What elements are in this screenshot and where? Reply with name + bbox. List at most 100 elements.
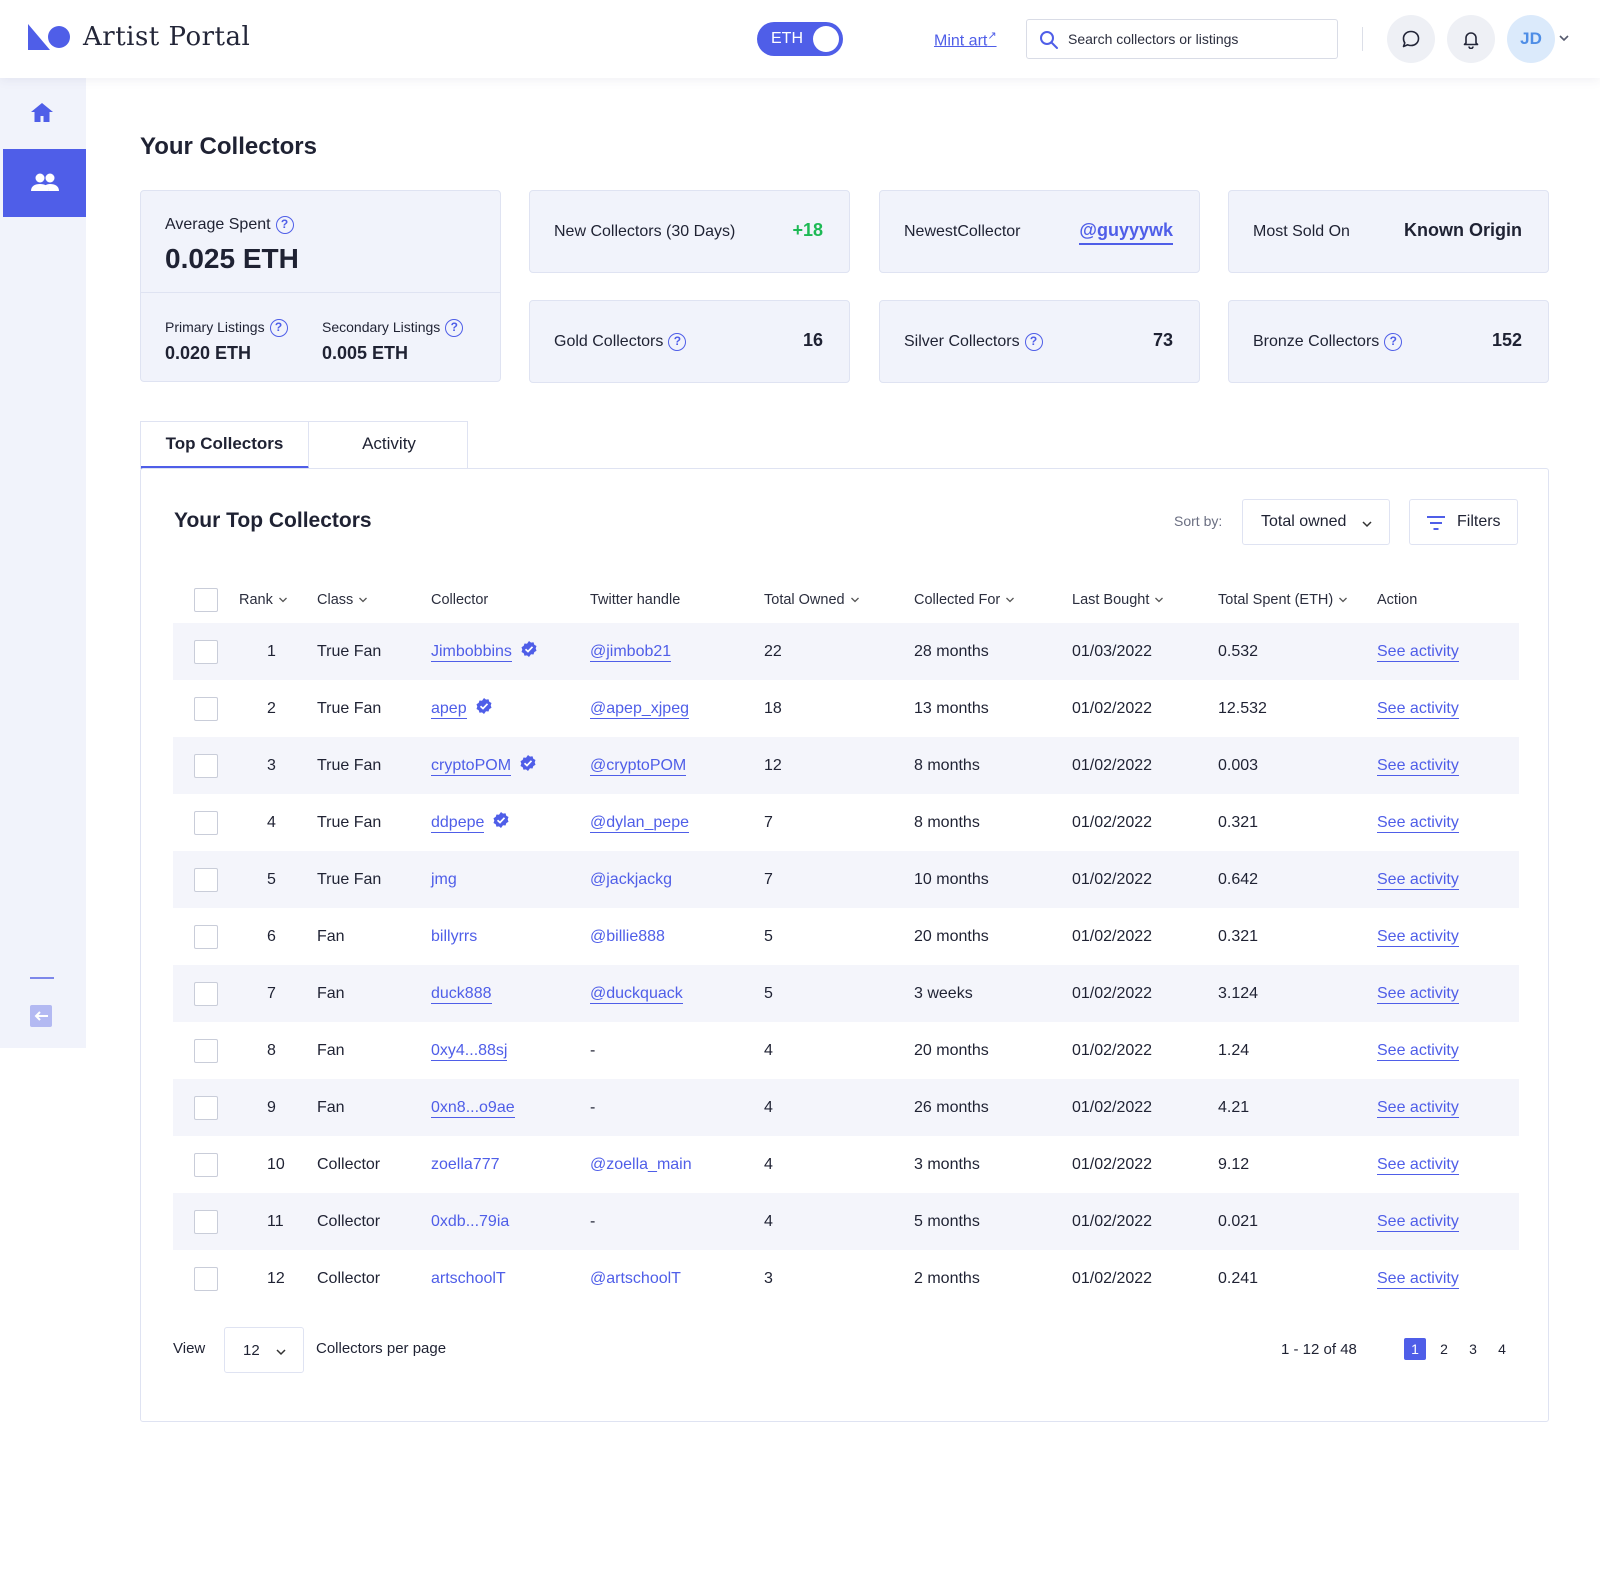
rank-cell: 8 xyxy=(267,1041,276,1059)
help-icon[interactable]: ? xyxy=(1384,333,1403,351)
twitter-handle[interactable]: @artschoolT xyxy=(590,1269,681,1287)
row-checkbox[interactable] xyxy=(194,867,218,892)
help-icon[interactable]: ? xyxy=(668,333,687,351)
user-avatar[interactable]: JD xyxy=(1507,15,1555,63)
see-activity-link[interactable]: See activity xyxy=(1377,984,1459,1004)
sidebar-item-collectors[interactable] xyxy=(3,149,86,217)
total-spent-cell: 3.124 xyxy=(1218,984,1259,1002)
see-activity-link[interactable]: See activity xyxy=(1377,1041,1459,1061)
row-checkbox[interactable] xyxy=(194,639,218,664)
page-3-button[interactable]: 3 xyxy=(1469,1341,1477,1357)
logout-icon[interactable] xyxy=(29,1004,55,1028)
search-input[interactable] xyxy=(1068,29,1328,49)
chevron-down-icon xyxy=(1339,597,1348,603)
help-icon[interactable]: ? xyxy=(269,319,288,338)
tab-top-collectors[interactable]: Top Collectors xyxy=(141,422,309,469)
artist-portal-logo[interactable] xyxy=(28,24,72,52)
filters-button[interactable]: Filters xyxy=(1409,499,1518,545)
twitter-cell: @apep_xjpeg xyxy=(590,680,764,737)
currency-toggle[interactable]: ETH xyxy=(757,22,843,56)
see-activity-link[interactable]: See activity xyxy=(1377,1212,1459,1232)
mint-art-link[interactable]: Mint art↗ xyxy=(934,29,997,50)
collector-link[interactable]: ddpepe xyxy=(431,813,485,833)
tab-activity[interactable]: Activity xyxy=(362,434,416,453)
search-icon xyxy=(1040,31,1058,49)
row-checkbox[interactable] xyxy=(194,1152,218,1177)
sort-select[interactable]: Total owned xyxy=(1242,499,1390,545)
column-rank[interactable]: Rank xyxy=(239,577,317,623)
column-last-bought[interactable]: Last Bought xyxy=(1072,577,1218,623)
see-activity-link[interactable]: See activity xyxy=(1377,1269,1459,1289)
collector-link[interactable]: apep xyxy=(431,699,467,719)
column-class[interactable]: Class xyxy=(317,577,431,623)
page-1-button[interactable]: 1 xyxy=(1404,1338,1426,1360)
select-all-checkbox[interactable] xyxy=(194,588,218,612)
help-icon[interactable]: ? xyxy=(445,319,464,338)
collector-link[interactable]: jmg xyxy=(431,870,457,888)
page-2-button[interactable]: 2 xyxy=(1440,1341,1448,1357)
row-checkbox[interactable] xyxy=(194,1095,218,1120)
twitter-handle[interactable]: @jackjackg xyxy=(590,870,673,888)
column-total-spent[interactable]: Total Spent (ETH) xyxy=(1218,577,1377,623)
row-select-cell xyxy=(173,680,239,737)
newest-collector-link[interactable]: @guyyywk xyxy=(1079,220,1173,245)
table-row: 4 True Fan ddpepe @dylan_pepe 7 8 months 01/02… xyxy=(173,794,1519,851)
twitter-handle[interactable]: @duckquack xyxy=(590,984,683,1004)
collector-link[interactable]: 0xdb...79ia xyxy=(431,1212,510,1230)
new-collectors-card: New Collectors (30 Days) +18 xyxy=(529,190,850,273)
column-total-owned[interactable]: Total Owned xyxy=(764,577,914,623)
twitter-cell: - xyxy=(590,1079,764,1136)
collector-link[interactable]: 0xn8...o9ae xyxy=(431,1098,515,1118)
row-checkbox[interactable] xyxy=(194,1038,218,1063)
twitter-handle[interactable]: @cryptoPOM xyxy=(590,756,687,776)
collector-link[interactable]: zoella777 xyxy=(431,1155,500,1173)
chevron-down-icon xyxy=(278,597,287,603)
collected-for-cell: 10 months xyxy=(914,870,989,888)
row-checkbox[interactable] xyxy=(194,696,218,721)
twitter-handle[interactable]: @zoella_main xyxy=(590,1155,692,1173)
collector-link[interactable]: billyrrs xyxy=(431,927,478,945)
twitter-handle[interactable]: @billie888 xyxy=(590,927,665,945)
table-row: 8 Fan 0xy4...88sj - 4 20 months 01/02/2022 1.24… xyxy=(173,1022,1519,1079)
row-checkbox[interactable] xyxy=(194,924,218,949)
action-cell: See activity xyxy=(1377,1193,1519,1250)
twitter-handle[interactable]: @dylan_pepe xyxy=(590,813,689,833)
row-checkbox[interactable] xyxy=(194,1209,218,1234)
see-activity-link[interactable]: See activity xyxy=(1377,870,1459,890)
see-activity-link[interactable]: See activity xyxy=(1377,756,1459,776)
column-collected-for[interactable]: Collected For xyxy=(914,577,1072,623)
see-activity-link[interactable]: See activity xyxy=(1377,813,1459,833)
collector-link[interactable]: cryptoPOM xyxy=(431,756,512,776)
total-owned-cell: 22 xyxy=(764,642,782,660)
twitter-handle[interactable]: @jimbob21 xyxy=(590,642,672,662)
help-icon[interactable]: ? xyxy=(1024,333,1043,351)
notifications-button[interactable] xyxy=(1447,15,1495,63)
collector-link[interactable]: duck888 xyxy=(431,984,492,1004)
row-checkbox[interactable] xyxy=(194,1266,218,1291)
see-activity-link[interactable]: See activity xyxy=(1377,1098,1459,1118)
collector-link[interactable]: 0xy4...88sj xyxy=(431,1041,508,1061)
action-cell: See activity xyxy=(1377,680,1519,737)
column-total-owned-label: Total Owned xyxy=(764,592,845,608)
row-checkbox[interactable] xyxy=(194,753,218,778)
home-icon[interactable] xyxy=(28,100,56,126)
total-owned-cell: 5 xyxy=(764,984,773,1002)
see-activity-link[interactable]: See activity xyxy=(1377,699,1459,719)
gold-collectors-card: Gold Collectors? 16 xyxy=(529,300,850,383)
twitter-handle[interactable]: @apep_xjpeg xyxy=(590,699,689,719)
per-page-select[interactable]: 12 xyxy=(224,1327,304,1373)
see-activity-link[interactable]: See activity xyxy=(1377,1155,1459,1175)
help-icon[interactable]: ? xyxy=(275,216,294,234)
page-4-button[interactable]: 4 xyxy=(1498,1341,1506,1357)
collectors-table: Rank Class Collector Twitter handle Tota… xyxy=(173,577,1519,1307)
see-activity-link[interactable]: See activity xyxy=(1377,642,1459,662)
messages-button[interactable] xyxy=(1387,15,1435,63)
collector-link[interactable]: Jimbobbins xyxy=(431,642,512,662)
chevron-down-icon[interactable] xyxy=(1558,32,1570,44)
see-activity-link[interactable]: See activity xyxy=(1377,927,1459,947)
total-owned-cell: 4 xyxy=(764,1155,773,1173)
row-checkbox[interactable] xyxy=(194,981,218,1006)
row-checkbox[interactable] xyxy=(194,810,218,835)
collector-link[interactable]: artschoolT xyxy=(431,1269,506,1287)
gold-collectors-label: Gold Collectors xyxy=(554,333,664,351)
